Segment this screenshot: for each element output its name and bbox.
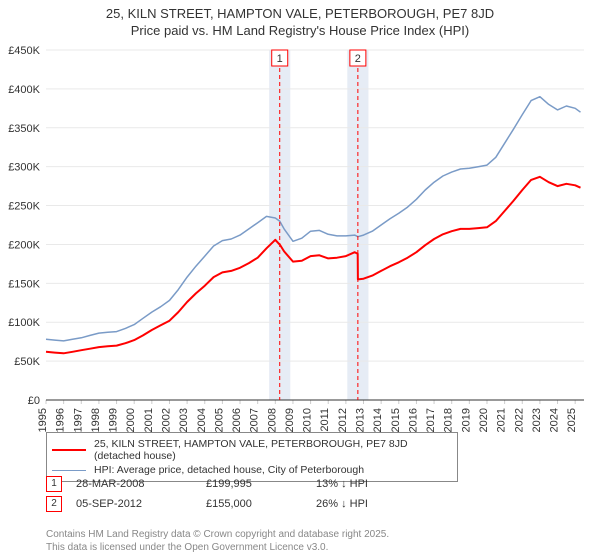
svg-text:2012: 2012 xyxy=(337,408,349,432)
sales-table: 1 28-MAR-2008 £199,995 13% ↓ HPI 2 05-SE… xyxy=(46,472,436,516)
sale-date-2: 05-SEP-2012 xyxy=(76,498,206,510)
svg-text:2023: 2023 xyxy=(531,408,543,432)
svg-text:1998: 1998 xyxy=(90,408,102,432)
svg-text:£100K: £100K xyxy=(8,317,40,329)
svg-text:2016: 2016 xyxy=(407,408,419,432)
attribution-line2: This data is licensed under the Open Gov… xyxy=(46,542,328,553)
svg-text:£300K: £300K xyxy=(8,162,40,174)
sale-marker-1: 1 xyxy=(46,476,62,492)
legend-label-property: 25, KILN STREET, HAMPTON VALE, PETERBORO… xyxy=(94,438,452,462)
legend-item-property: 25, KILN STREET, HAMPTON VALE, PETERBORO… xyxy=(52,438,452,462)
svg-text:1: 1 xyxy=(277,53,283,65)
sale-row-1: 1 28-MAR-2008 £199,995 13% ↓ HPI xyxy=(46,476,436,492)
svg-text:2002: 2002 xyxy=(160,408,172,432)
svg-text:£0: £0 xyxy=(28,395,40,407)
svg-text:2014: 2014 xyxy=(372,408,384,432)
svg-text:£450K: £450K xyxy=(8,45,40,57)
title-address: 25, KILN STREET, HAMPTON VALE, PETERBORO… xyxy=(106,6,494,21)
title-subtitle: Price paid vs. HM Land Registry's House … xyxy=(131,23,469,38)
chart-figure: 25, KILN STREET, HAMPTON VALE, PETERBORO… xyxy=(0,0,600,560)
svg-text:1996: 1996 xyxy=(55,408,67,432)
svg-text:£150K: £150K xyxy=(8,278,40,290)
svg-text:£350K: £350K xyxy=(8,123,40,135)
legend-swatch-hpi xyxy=(52,470,86,471)
svg-text:2021: 2021 xyxy=(496,408,508,432)
sale-price-1: £199,995 xyxy=(206,478,316,490)
svg-text:2018: 2018 xyxy=(443,408,455,432)
svg-text:2015: 2015 xyxy=(390,408,402,432)
svg-text:2025: 2025 xyxy=(566,408,578,432)
svg-text:2013: 2013 xyxy=(355,408,367,432)
svg-text:2003: 2003 xyxy=(178,408,190,432)
svg-text:2017: 2017 xyxy=(425,408,437,432)
svg-text:2: 2 xyxy=(355,53,361,65)
plot-area: £0£50K£100K£150K£200K£250K£300K£350K£400… xyxy=(46,42,586,422)
svg-text:2004: 2004 xyxy=(196,408,208,432)
svg-text:£200K: £200K xyxy=(8,239,40,251)
svg-text:2001: 2001 xyxy=(143,408,155,432)
svg-text:2010: 2010 xyxy=(302,408,314,432)
svg-text:£50K: £50K xyxy=(14,356,40,368)
svg-text:2006: 2006 xyxy=(231,408,243,432)
svg-text:1995: 1995 xyxy=(37,408,49,432)
svg-text:2019: 2019 xyxy=(460,408,472,432)
svg-text:2022: 2022 xyxy=(513,408,525,432)
svg-text:2011: 2011 xyxy=(319,408,331,432)
svg-text:2000: 2000 xyxy=(125,408,137,432)
svg-text:1999: 1999 xyxy=(108,408,120,432)
svg-text:£400K: £400K xyxy=(8,84,40,96)
svg-text:2005: 2005 xyxy=(213,408,225,432)
svg-text:1997: 1997 xyxy=(72,408,84,432)
svg-text:2024: 2024 xyxy=(549,408,561,432)
svg-text:£250K: £250K xyxy=(8,201,40,213)
svg-text:2008: 2008 xyxy=(266,408,278,432)
attribution: Contains HM Land Registry data © Crown c… xyxy=(46,529,389,554)
legend-swatch-property xyxy=(52,449,86,451)
sale-price-2: £155,000 xyxy=(206,498,316,510)
sale-diff-2: 26% ↓ HPI xyxy=(316,498,436,510)
sale-diff-1: 13% ↓ HPI xyxy=(316,478,436,490)
svg-text:2009: 2009 xyxy=(284,408,296,432)
sale-marker-2: 2 xyxy=(46,496,62,512)
sale-date-1: 28-MAR-2008 xyxy=(76,478,206,490)
attribution-line1: Contains HM Land Registry data © Crown c… xyxy=(46,529,389,540)
chart-svg: £0£50K£100K£150K£200K£250K£300K£350K£400… xyxy=(46,42,586,422)
svg-text:2020: 2020 xyxy=(478,408,490,432)
chart-title: 25, KILN STREET, HAMPTON VALE, PETERBORO… xyxy=(0,0,600,40)
sale-row-2: 2 05-SEP-2012 £155,000 26% ↓ HPI xyxy=(46,496,436,512)
svg-text:2007: 2007 xyxy=(249,408,261,432)
